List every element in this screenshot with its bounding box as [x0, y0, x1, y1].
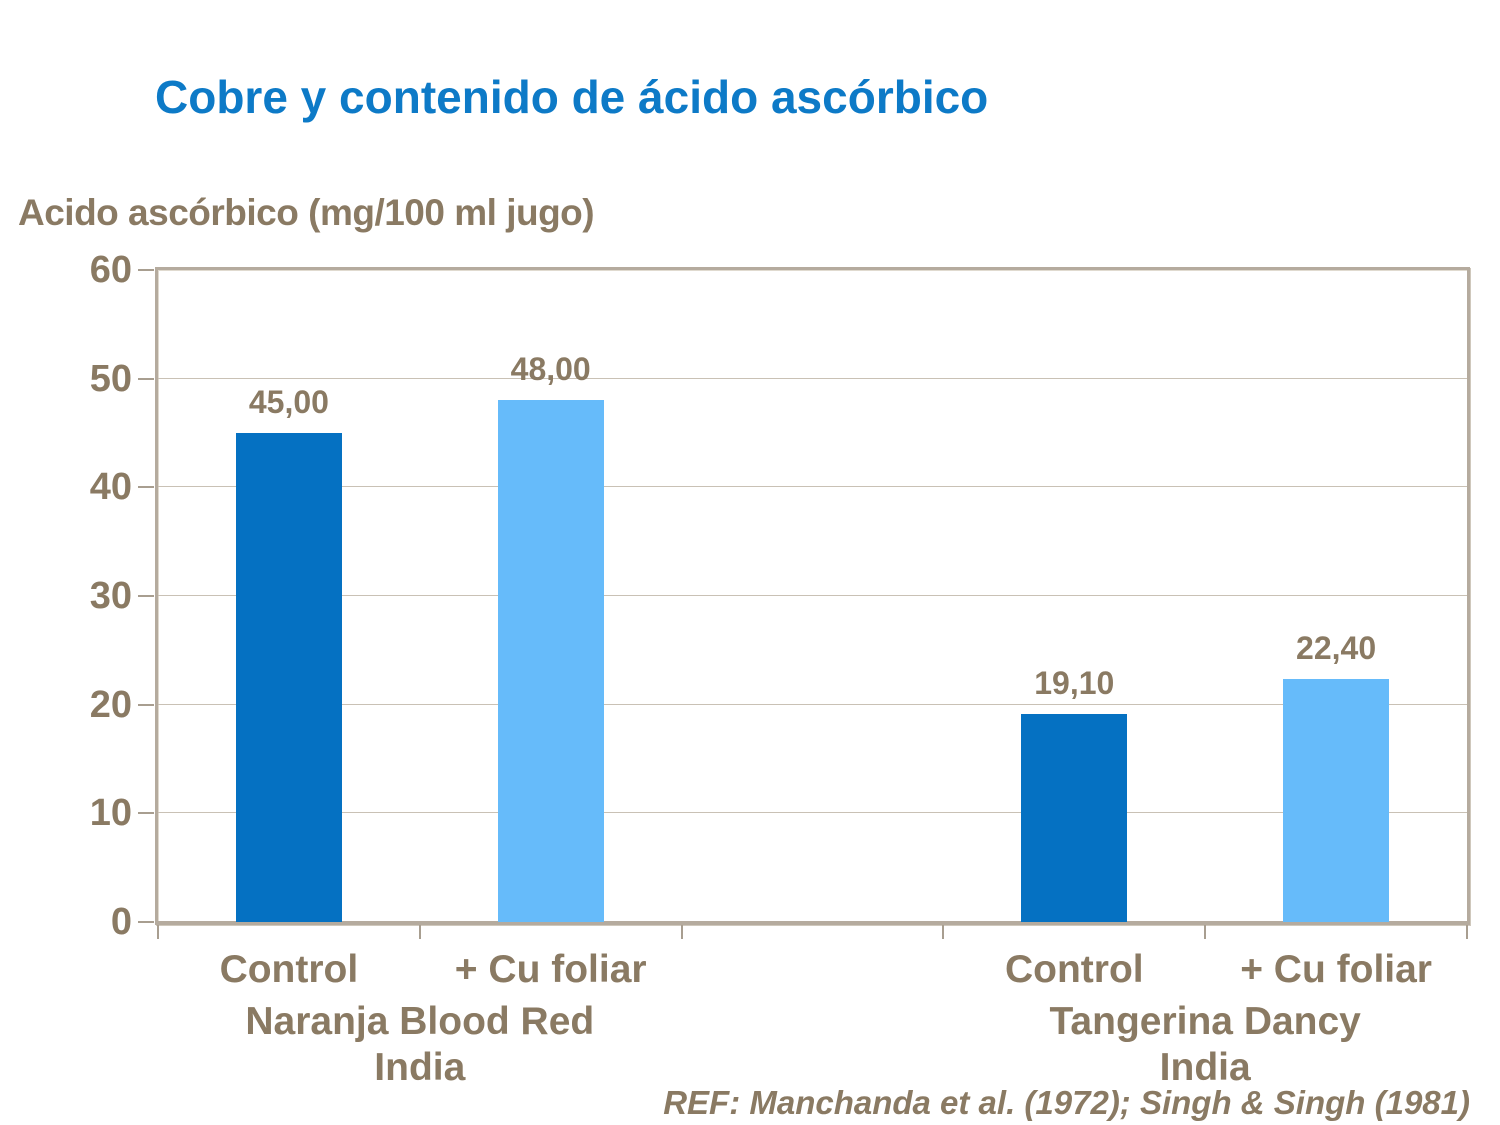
category-label: Control [219, 948, 359, 991]
gridline [158, 812, 1467, 814]
y-tick-mark [138, 595, 154, 597]
category-label: + Cu foliar [1240, 948, 1432, 991]
bar [1283, 679, 1389, 922]
y-tick-mark [138, 269, 154, 271]
bar [236, 433, 342, 922]
y-tick-mark [138, 703, 154, 706]
x-tick-mark [680, 925, 683, 939]
y-tick-label: 10 [89, 792, 132, 835]
gridline [158, 486, 1467, 488]
bar-value-label: 48,00 [510, 351, 591, 387]
x-tick-mark [1466, 925, 1468, 939]
bar-value-label: 45,00 [248, 384, 329, 420]
x-tick-mark [1204, 925, 1207, 939]
y-tick-label: 40 [89, 466, 132, 509]
gridline [158, 703, 1467, 705]
y-tick-mark [138, 921, 154, 923]
y-axis-title: Acido ascórbico (mg/100 ml jugo) [18, 192, 595, 233]
bar [498, 400, 604, 922]
y-tick-label: 50 [89, 357, 132, 400]
x-axis-line [155, 921, 1470, 925]
gridline [158, 595, 1467, 596]
y-tick-label: 0 [110, 901, 132, 943]
group-label: Naranja Blood Red [245, 1000, 595, 1043]
chart-title: Cobre y contenido de ácido ascórbico [155, 71, 989, 123]
x-tick-mark [418, 925, 421, 939]
group-label: Tangerina Dancy [1049, 1000, 1361, 1043]
group-label: India [1159, 1046, 1251, 1089]
plot-area: 45,00 48,00 19,10 22,40 [155, 267, 1470, 925]
bar-value-label: 19,10 [1034, 665, 1115, 701]
bar-value-label: 22,40 [1296, 630, 1377, 666]
category-label: + Cu foliar [454, 948, 647, 991]
y-tick-mark [138, 377, 154, 380]
y-tick-label: 30 [89, 575, 132, 617]
y-tick-mark [138, 812, 154, 815]
gridline [158, 377, 1467, 379]
y-tick-label: 20 [89, 683, 132, 726]
y-tick-label: 60 [89, 249, 132, 291]
x-tick-mark [157, 925, 159, 939]
group-label: India [374, 1046, 466, 1089]
y-tick-mark [138, 486, 154, 489]
bar [1021, 714, 1127, 922]
x-tick-mark [942, 925, 945, 939]
reference-text: REF: Manchanda et al. (1972); Singh & Si… [663, 1084, 1470, 1121]
category-label: Control [1004, 948, 1144, 991]
